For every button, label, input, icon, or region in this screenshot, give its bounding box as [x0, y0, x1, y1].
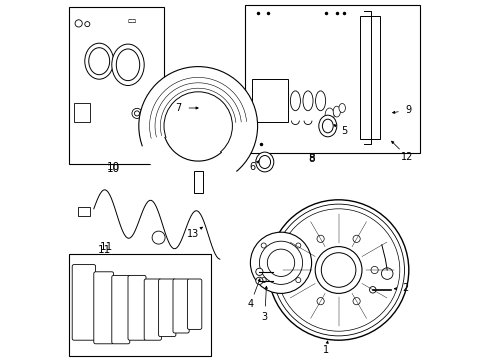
Circle shape: [317, 235, 324, 242]
Text: 1: 1: [323, 345, 329, 355]
Circle shape: [85, 22, 90, 27]
FancyBboxPatch shape: [72, 265, 96, 340]
Ellipse shape: [339, 104, 345, 113]
Text: 11: 11: [100, 242, 113, 252]
Circle shape: [250, 232, 312, 293]
FancyBboxPatch shape: [128, 275, 146, 340]
Ellipse shape: [291, 91, 300, 111]
Circle shape: [152, 231, 165, 244]
Ellipse shape: [116, 49, 140, 81]
Circle shape: [256, 268, 263, 275]
Circle shape: [269, 200, 409, 340]
Circle shape: [317, 298, 324, 305]
Ellipse shape: [259, 156, 270, 168]
Ellipse shape: [256, 152, 274, 172]
Circle shape: [299, 266, 306, 274]
Circle shape: [268, 249, 294, 276]
FancyBboxPatch shape: [112, 275, 130, 344]
Ellipse shape: [322, 119, 333, 133]
Circle shape: [261, 243, 266, 248]
Text: 2: 2: [402, 283, 408, 293]
Bar: [194, 171, 202, 193]
Circle shape: [353, 298, 360, 305]
Bar: [69, 7, 164, 164]
Text: 7: 7: [175, 103, 181, 113]
Ellipse shape: [89, 48, 110, 75]
Circle shape: [371, 266, 378, 274]
Text: 12: 12: [401, 152, 413, 162]
Text: 10: 10: [107, 164, 120, 174]
Circle shape: [353, 235, 360, 242]
Circle shape: [164, 92, 232, 160]
Circle shape: [321, 253, 356, 287]
Ellipse shape: [112, 44, 144, 86]
FancyBboxPatch shape: [187, 279, 202, 329]
Text: 8: 8: [308, 154, 315, 164]
FancyBboxPatch shape: [144, 279, 162, 340]
Circle shape: [277, 209, 400, 331]
Ellipse shape: [316, 91, 326, 111]
Bar: [252, 79, 288, 122]
Circle shape: [132, 108, 142, 118]
Circle shape: [381, 268, 393, 279]
Text: 10: 10: [107, 162, 120, 172]
Text: 13: 13: [187, 229, 199, 239]
Text: 3: 3: [262, 312, 268, 322]
Circle shape: [369, 287, 376, 293]
Text: ⊏⊐: ⊏⊐: [127, 19, 136, 24]
Circle shape: [296, 278, 301, 283]
Bar: [69, 254, 211, 356]
Circle shape: [259, 241, 303, 284]
Text: 9: 9: [406, 105, 412, 115]
Bar: [77, 207, 90, 216]
Ellipse shape: [333, 106, 341, 117]
Circle shape: [256, 277, 263, 284]
Circle shape: [273, 204, 404, 336]
Bar: [360, 16, 380, 139]
Text: 6: 6: [250, 162, 256, 172]
Wedge shape: [141, 126, 238, 187]
FancyBboxPatch shape: [159, 279, 176, 337]
Circle shape: [134, 111, 140, 116]
Ellipse shape: [319, 115, 337, 137]
Text: 8: 8: [308, 153, 315, 163]
Text: 11: 11: [98, 245, 111, 255]
Circle shape: [75, 20, 82, 27]
Bar: [245, 5, 419, 153]
Circle shape: [139, 67, 258, 185]
Bar: [74, 103, 90, 122]
Circle shape: [261, 278, 266, 283]
FancyBboxPatch shape: [173, 279, 189, 333]
Ellipse shape: [303, 91, 313, 111]
Ellipse shape: [85, 43, 114, 79]
Circle shape: [296, 243, 301, 248]
Text: 5: 5: [341, 126, 347, 136]
Circle shape: [315, 247, 362, 293]
FancyBboxPatch shape: [94, 272, 114, 344]
Text: 4: 4: [247, 299, 253, 309]
Ellipse shape: [325, 108, 334, 122]
